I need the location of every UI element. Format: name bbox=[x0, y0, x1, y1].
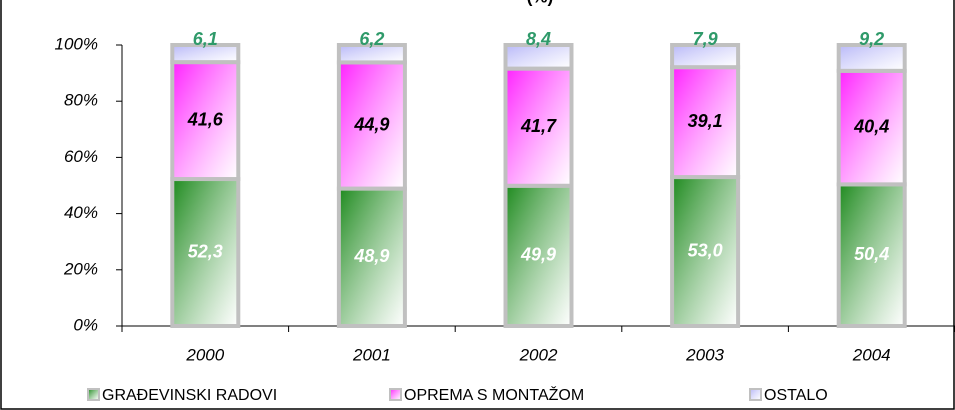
bar-segment bbox=[336, 60, 407, 191]
bar-segment bbox=[170, 177, 241, 328]
chart-title: (%) bbox=[527, 0, 553, 6]
y-tick-label: 40% bbox=[64, 203, 98, 222]
bar-segment bbox=[836, 68, 907, 187]
data-label: 8,4 bbox=[526, 29, 551, 49]
data-label: 40,4 bbox=[853, 116, 889, 136]
x-tick-label: 2004 bbox=[852, 345, 891, 364]
bar-segment bbox=[836, 182, 907, 328]
legend-label: GRAĐEVINSKI RADOVI bbox=[102, 387, 277, 404]
legend-label: OPREMA S MONTAŽOM bbox=[404, 385, 584, 404]
x-tick-label: 2003 bbox=[685, 345, 724, 364]
data-label: 41,6 bbox=[187, 109, 224, 129]
data-label: 7,9 bbox=[693, 29, 718, 49]
data-label: 50,4 bbox=[854, 244, 889, 264]
legend-label: OSTALO bbox=[764, 387, 828, 404]
data-label: 41,7 bbox=[520, 116, 557, 136]
bar-segment bbox=[670, 43, 741, 70]
data-label: 52,3 bbox=[188, 241, 223, 261]
data-label: 44,9 bbox=[353, 114, 389, 134]
legend-swatch bbox=[87, 388, 100, 401]
data-label: 49,9 bbox=[520, 245, 556, 265]
data-label: 48,9 bbox=[353, 246, 389, 266]
bar-segment bbox=[836, 43, 907, 73]
data-label: 6,2 bbox=[359, 29, 384, 49]
bar-segment bbox=[336, 43, 407, 65]
data-label: 9,2 bbox=[859, 29, 884, 49]
y-tick-label: 100% bbox=[55, 34, 98, 53]
bar-segment bbox=[336, 186, 407, 328]
bar-segment bbox=[170, 43, 241, 65]
x-tick-label: 2001 bbox=[352, 345, 391, 364]
bar-segment bbox=[503, 43, 574, 71]
data-label: 6,1 bbox=[193, 29, 218, 49]
x-tick-label: 2000 bbox=[185, 345, 224, 364]
y-tick-label: 80% bbox=[64, 91, 98, 110]
legend-swatch bbox=[389, 388, 402, 401]
y-tick-label: 0% bbox=[73, 315, 98, 334]
bar-segment bbox=[670, 175, 741, 328]
x-tick-label: 2002 bbox=[519, 345, 558, 364]
data-label: 39,1 bbox=[688, 111, 723, 131]
y-tick-label: 60% bbox=[64, 147, 98, 166]
y-tick-label: 20% bbox=[63, 259, 98, 278]
legend-swatch bbox=[749, 388, 762, 401]
data-label: 53,0 bbox=[688, 240, 723, 260]
bar-segment bbox=[503, 183, 574, 328]
